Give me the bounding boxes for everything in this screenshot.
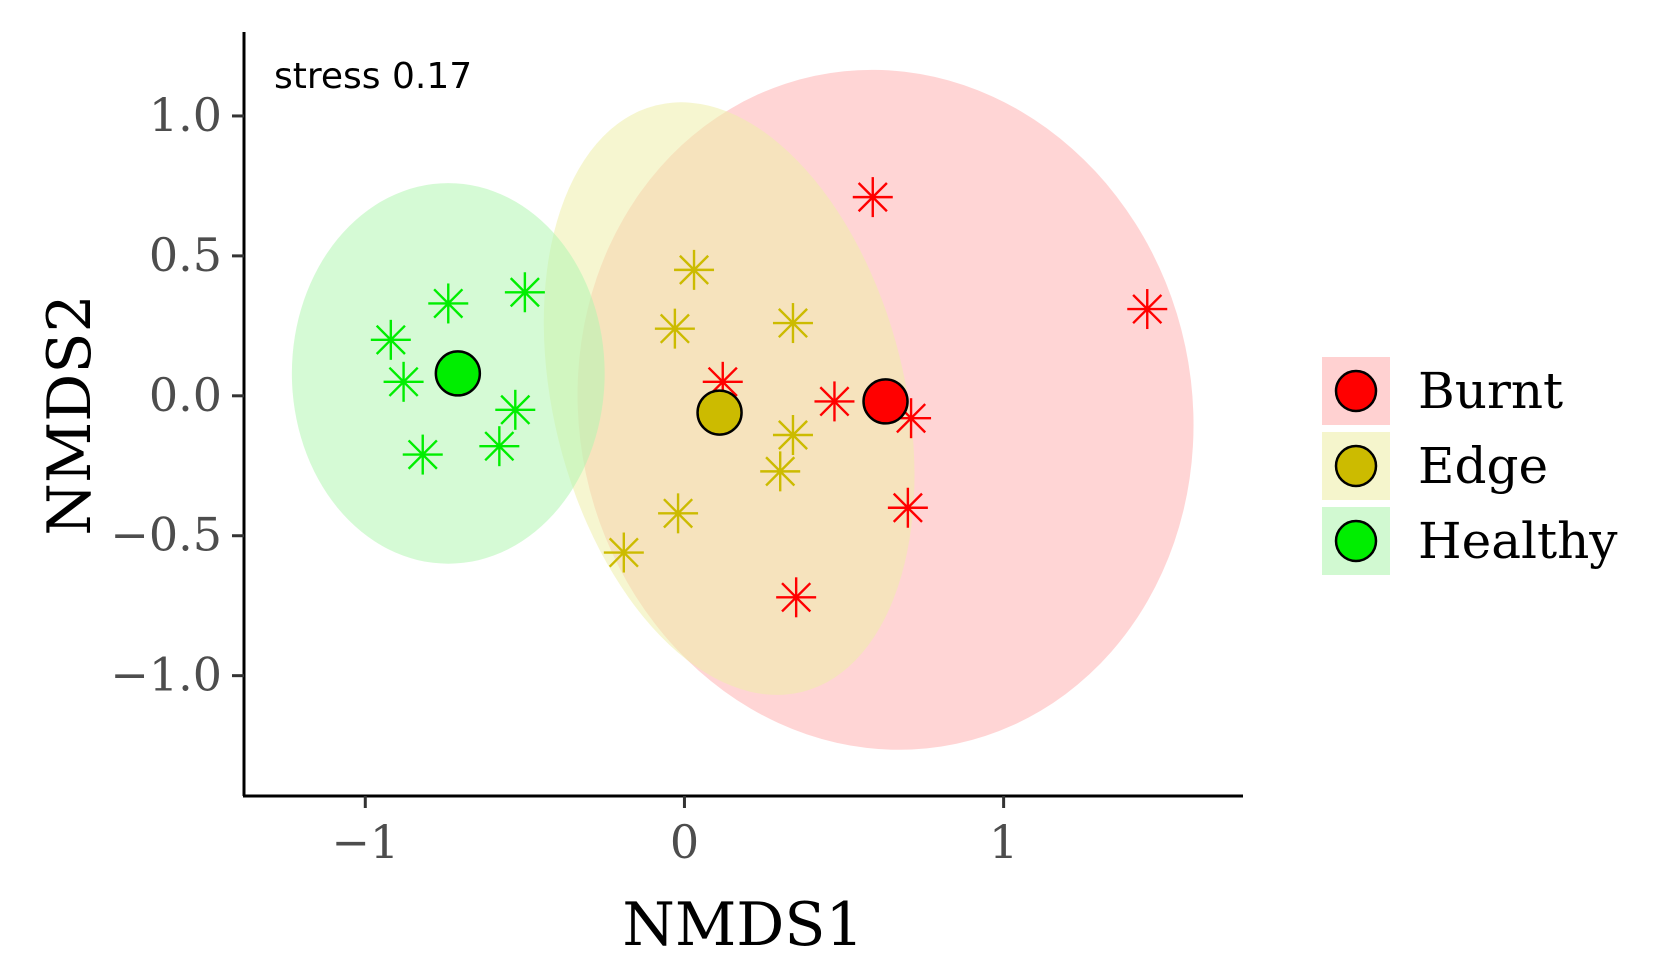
y-tick-label: 0.5 [149,228,222,282]
y-tick-label: 0.0 [149,368,222,422]
edge-point [772,414,813,455]
burnt-point [887,487,928,528]
legend-item-healthy: Healthy [1322,507,1618,575]
edge-point [658,493,699,534]
edge-point [654,308,695,349]
edge-centroid [696,389,743,436]
y-axis-title: NMDS2 [35,294,105,535]
healthy-point [495,389,536,430]
stress-annotation: stress 0.17 [274,56,472,97]
edge-point [603,532,644,573]
y-tick-label: −0.5 [110,508,222,562]
healthy-point [428,283,469,324]
confidence-ellipses [291,69,1194,750]
x-axis-title: NMDS1 [622,890,863,960]
x-tick-label: −1 [331,815,399,869]
edge-point [772,303,813,344]
group-centroids [434,350,909,436]
tick-marks: 1.0 0.5 0.0 −0.5 −1.0 −1 0 1 [110,88,1018,869]
y-tick-label: 1.0 [149,88,222,142]
burnt-point [776,577,817,618]
legend-label-healthy: Healthy [1418,512,1618,570]
sample-points [370,177,1168,618]
x-tick-label: 1 [989,815,1018,869]
edge-point [760,451,801,492]
legend-marker-edge [1334,444,1378,488]
legend-label-burnt: Burnt [1418,362,1563,420]
x-tick-label: 0 [670,815,699,869]
y-tick-label: −1.0 [110,648,222,702]
healthy-point [370,319,411,360]
burnt-point [1127,289,1168,330]
legend-marker-healthy [1334,519,1378,563]
healthy-point [383,361,424,402]
legend: Burnt Edge Healthy [1322,357,1618,575]
burnt-point [852,177,893,218]
edge-point [674,249,715,290]
legend-item-edge: Edge [1322,432,1548,500]
burnt-centroid [862,378,909,425]
healthy-centroid [434,350,482,397]
legend-item-burnt: Burnt [1322,357,1563,425]
axes [242,32,1243,798]
burnt-point [814,381,855,422]
healthy-point [504,272,545,313]
legend-label-edge: Edge [1418,437,1548,495]
legend-marker-burnt [1334,369,1378,413]
healthy-point [402,434,443,475]
healthy-point [479,426,520,467]
